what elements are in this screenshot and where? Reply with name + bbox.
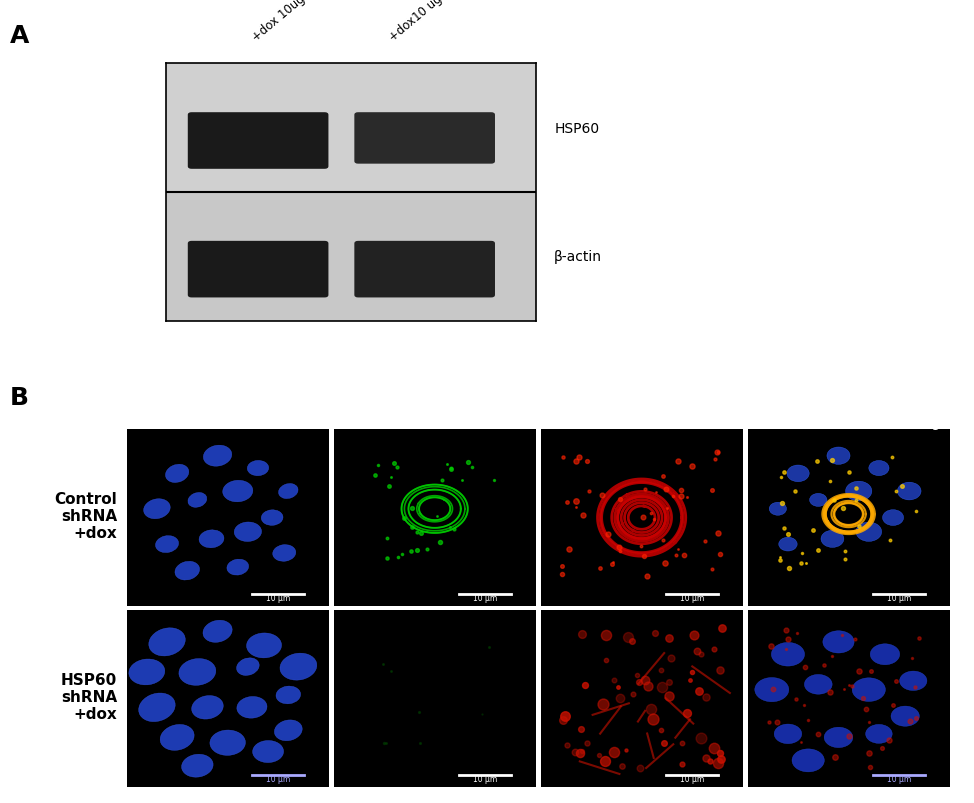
Ellipse shape (771, 642, 805, 666)
Text: 10 μm: 10 μm (680, 593, 704, 603)
Ellipse shape (166, 465, 189, 483)
Ellipse shape (769, 503, 787, 516)
Ellipse shape (900, 671, 927, 691)
Text: +dox10 ug: +dox10 ug (387, 0, 445, 43)
Ellipse shape (227, 560, 248, 575)
Ellipse shape (203, 621, 232, 642)
FancyBboxPatch shape (188, 113, 328, 169)
Ellipse shape (852, 678, 885, 702)
Ellipse shape (805, 675, 832, 695)
FancyBboxPatch shape (355, 242, 495, 298)
Text: HSP60
shRNA
+dox: HSP60 shRNA +dox (60, 672, 117, 721)
Text: DAPI: DAPI (296, 416, 329, 430)
Text: 10 μm: 10 μm (473, 593, 498, 603)
Bar (166, 193, 536, 321)
Ellipse shape (199, 530, 224, 548)
Text: MitoTracker red: MitoTracker red (635, 416, 742, 430)
Text: 10 μm: 10 μm (887, 774, 912, 784)
Ellipse shape (188, 493, 206, 507)
Ellipse shape (755, 678, 789, 702)
Ellipse shape (897, 483, 921, 500)
Ellipse shape (845, 482, 872, 501)
Ellipse shape (774, 724, 802, 744)
Ellipse shape (787, 466, 809, 482)
Text: Control
shRNA
+dox: Control shRNA +dox (55, 491, 117, 540)
Ellipse shape (204, 446, 232, 467)
Ellipse shape (891, 706, 919, 727)
Ellipse shape (827, 447, 850, 465)
Ellipse shape (138, 693, 175, 722)
Ellipse shape (871, 644, 900, 665)
Ellipse shape (246, 634, 281, 658)
Text: β-actin: β-actin (554, 250, 602, 264)
Text: 10 μm: 10 μm (473, 774, 498, 784)
Text: merge: merge (905, 416, 950, 430)
Ellipse shape (237, 697, 267, 718)
FancyBboxPatch shape (188, 242, 328, 298)
Ellipse shape (866, 724, 892, 744)
Text: +dox 10ug: +dox 10ug (249, 0, 308, 43)
Ellipse shape (234, 523, 262, 542)
FancyBboxPatch shape (355, 113, 495, 165)
Bar (166, 64, 536, 193)
Ellipse shape (149, 628, 185, 656)
Ellipse shape (261, 510, 283, 526)
Text: A: A (10, 24, 29, 48)
Ellipse shape (882, 510, 904, 526)
Text: B: B (10, 385, 29, 410)
Ellipse shape (143, 499, 170, 519)
Ellipse shape (175, 561, 200, 581)
Text: HSP60: HSP60 (554, 121, 599, 136)
Ellipse shape (779, 537, 797, 552)
Ellipse shape (210, 730, 245, 756)
Text: 10 μm: 10 μm (680, 774, 704, 784)
Ellipse shape (247, 461, 269, 476)
Ellipse shape (792, 749, 824, 772)
Ellipse shape (809, 494, 827, 507)
Ellipse shape (179, 658, 216, 686)
Ellipse shape (160, 724, 194, 750)
Ellipse shape (252, 740, 283, 763)
Text: HSP60: HSP60 (491, 416, 536, 430)
Ellipse shape (156, 536, 178, 553)
Ellipse shape (279, 484, 298, 499)
Text: 10 μm: 10 μm (266, 774, 290, 784)
Ellipse shape (856, 523, 881, 542)
Ellipse shape (223, 481, 253, 502)
Ellipse shape (181, 754, 213, 777)
Text: 10 μm: 10 μm (266, 593, 290, 603)
Ellipse shape (273, 545, 296, 561)
Ellipse shape (237, 658, 259, 675)
Ellipse shape (821, 531, 843, 548)
Ellipse shape (823, 631, 854, 653)
Ellipse shape (869, 461, 889, 476)
Ellipse shape (276, 687, 301, 704)
Ellipse shape (129, 659, 165, 685)
Ellipse shape (280, 654, 317, 680)
Ellipse shape (275, 720, 302, 741)
Text: 10 μm: 10 μm (887, 593, 912, 603)
Ellipse shape (824, 728, 853, 748)
Ellipse shape (192, 695, 223, 719)
